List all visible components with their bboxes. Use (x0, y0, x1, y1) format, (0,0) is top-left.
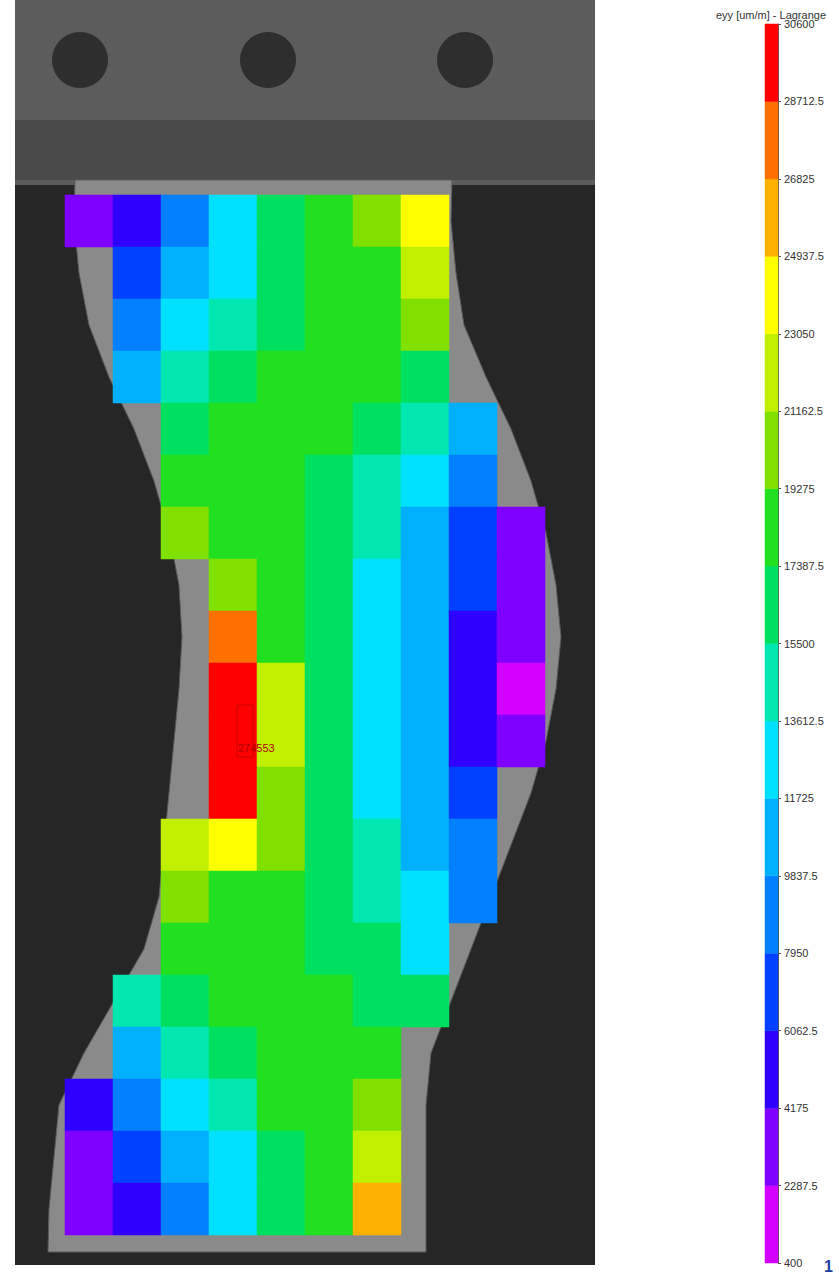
svg-text:15500: 15500 (784, 638, 815, 650)
svg-text:400: 400 (784, 1257, 802, 1269)
svg-text:11725: 11725 (784, 792, 814, 804)
svg-text:7950: 7950 (784, 947, 808, 959)
svg-text:17387.5: 17387.5 (784, 560, 824, 572)
svg-text:26825: 26825 (784, 173, 815, 185)
svg-text:eyy [um/m] - Lagrange: eyy [um/m] - Lagrange (716, 9, 826, 21)
svg-text:21162.5: 21162.5 (784, 405, 823, 417)
svg-text:24937.5: 24937.5 (784, 250, 824, 262)
svg-text:30600: 30600 (784, 18, 815, 30)
svg-text:28712.5: 28712.5 (784, 95, 824, 107)
svg-text:23050: 23050 (784, 328, 815, 340)
svg-text:13612.5: 13612.5 (784, 715, 824, 727)
svg-text:2287.5: 2287.5 (784, 1180, 818, 1192)
svg-text:6062.5: 6062.5 (784, 1025, 818, 1037)
svg-text:274553: 274553 (238, 742, 275, 754)
svg-text:9837.5: 9837.5 (784, 870, 818, 882)
svg-text:4175: 4175 (784, 1102, 808, 1114)
svg-text:1: 1 (824, 1258, 833, 1275)
svg-text:19275: 19275 (784, 483, 815, 495)
